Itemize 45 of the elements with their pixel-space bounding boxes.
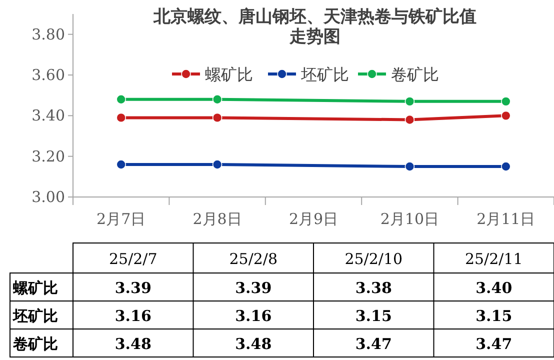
- x-tick-label: 2月8日: [192, 210, 242, 228]
- data-label: 3.16: [114, 307, 152, 325]
- data-label: 3.39: [114, 279, 152, 297]
- text: 25/2/8: [229, 250, 278, 268]
- point: [212, 160, 222, 170]
- x-tick-label: 2月7日: [96, 210, 146, 228]
- y-tick-label: 3.80: [32, 25, 65, 44]
- point: [116, 94, 126, 104]
- text: 25/2/11: [464, 250, 523, 268]
- data-label: 3.39: [235, 279, 272, 297]
- text: 25/2/10: [344, 250, 403, 268]
- x-tick-label: 2月9日: [288, 210, 338, 228]
- text: 螺矿比: [13, 279, 58, 297]
- data-label: 3.40: [476, 279, 512, 297]
- y-tick-label: 3.40: [32, 106, 65, 125]
- data-label: 3.38: [355, 279, 392, 297]
- data-label: 3.16: [235, 307, 272, 325]
- legend-label: 卷矿比: [391, 65, 439, 84]
- data-label: 3.48: [235, 335, 272, 353]
- legend-label: 坯矿比: [300, 65, 349, 84]
- data-label: 3.47: [476, 335, 512, 353]
- point: [116, 160, 126, 170]
- x-tick-label: 2月11日: [476, 210, 536, 228]
- point: [501, 162, 511, 172]
- point: [212, 112, 222, 123]
- data-label: 3.15: [355, 307, 392, 325]
- point: [212, 94, 222, 104]
- y-tick-label: 3.00: [32, 188, 65, 206]
- point: [404, 162, 415, 172]
- point: [501, 96, 511, 106]
- point: [501, 110, 511, 121]
- chart-title: 北京螺纹、唐山钢坯、天津热卷与铁矿比值走势图: [152, 7, 476, 47]
- data-label: 3.48: [114, 335, 152, 353]
- data-label: 3.15: [476, 307, 512, 325]
- text: 坯矿比: [13, 307, 58, 325]
- text: 25/2/7: [108, 250, 158, 268]
- legend-label: 螺矿比: [205, 65, 253, 84]
- data-label: 3.47: [355, 335, 392, 353]
- point: [404, 96, 415, 106]
- x-tick-label: 2月10日: [380, 210, 440, 228]
- point: [116, 112, 126, 123]
- y-tick-label: 3.20: [32, 147, 65, 166]
- y-tick-label: 3.60: [32, 66, 65, 84]
- point: [404, 114, 415, 125]
- text: 卷矿比: [13, 335, 58, 353]
